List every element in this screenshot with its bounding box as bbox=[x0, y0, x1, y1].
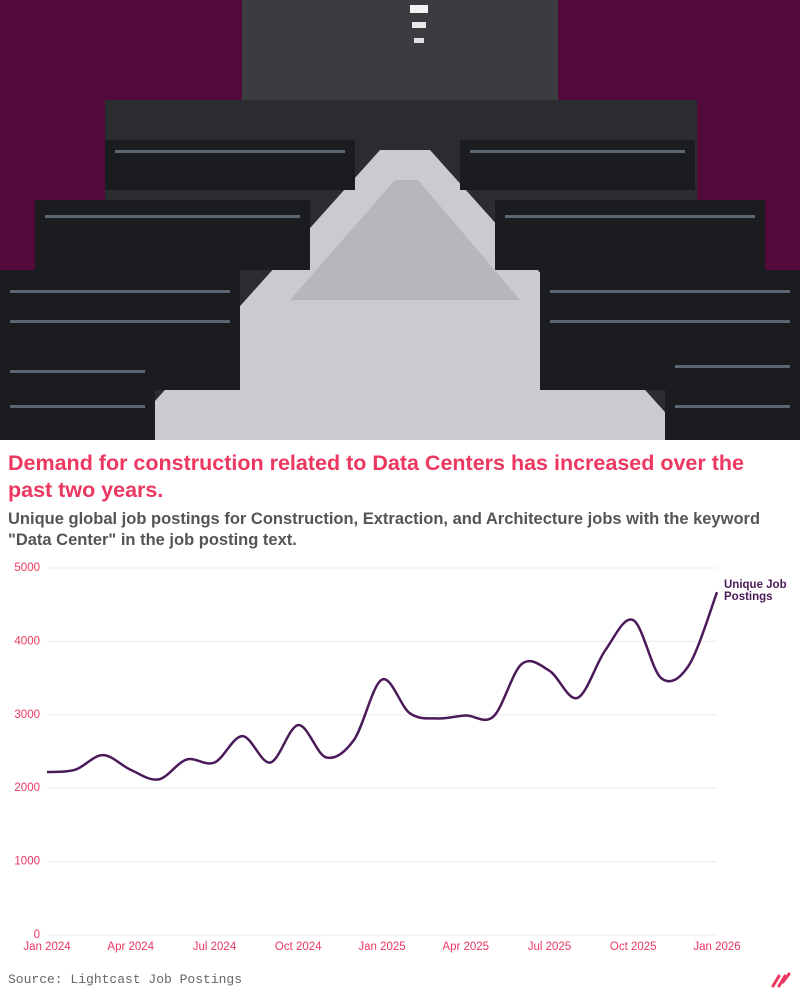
x-tick-label: Jul 2024 bbox=[193, 941, 237, 953]
x-tick-label: Jan 2024 bbox=[23, 941, 71, 953]
chart: 0 1000 2000 3000 4000 5000 Jan 2024 Apr 2024 Jul… bbox=[14, 562, 740, 953]
y-tick-label: 3000 bbox=[14, 709, 40, 721]
series-label: Unique Job Postings bbox=[724, 579, 787, 603]
y-tick-label: 0 bbox=[34, 929, 40, 941]
source-note: Source: Lightcast Job Postings bbox=[8, 972, 243, 987]
y-tick-label: 4000 bbox=[14, 635, 40, 647]
y-tick-label: 1000 bbox=[14, 856, 40, 868]
chart-subtitle: Unique global job postings for Construct… bbox=[8, 510, 761, 549]
x-tick-label: Apr 2024 bbox=[107, 941, 154, 953]
y-tick-label: 2000 bbox=[14, 782, 40, 794]
x-tick-label: Jan 2025 bbox=[358, 941, 405, 953]
x-tick-label: Oct 2025 bbox=[610, 941, 657, 953]
x-tick-label: Jul 2025 bbox=[528, 941, 571, 953]
x-tick-label: Jan 2026 bbox=[693, 941, 740, 953]
x-tick-label: Oct 2024 bbox=[275, 941, 322, 953]
x-tick-label: Apr 2025 bbox=[442, 941, 489, 953]
y-tick-label: 5000 bbox=[14, 562, 40, 574]
hero-photo bbox=[0, 0, 800, 440]
line-series bbox=[46, 591, 719, 781]
logo bbox=[771, 972, 791, 988]
chart-title: Demand for construction related to Data … bbox=[8, 451, 744, 502]
